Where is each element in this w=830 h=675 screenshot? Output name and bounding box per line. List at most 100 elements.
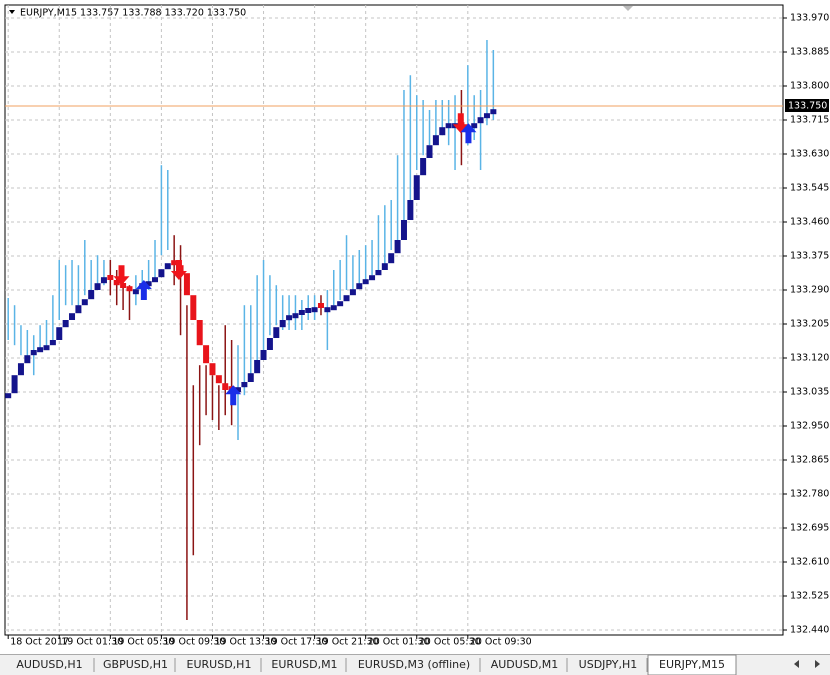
- trend-bar: [471, 123, 478, 129]
- trend-bar: [56, 327, 63, 340]
- trend-bar: [407, 200, 414, 220]
- trend-bar: [24, 355, 31, 364]
- trend-bar: [413, 175, 420, 200]
- trend-bar: [483, 113, 490, 119]
- trend-bar: [132, 289, 139, 295]
- y-tick-label: 133.290: [790, 285, 829, 296]
- y-tick-label: 133.885: [790, 47, 829, 58]
- trend-bar: [30, 350, 37, 356]
- tab[interactable]: AUDUSD,M1: [491, 658, 559, 671]
- tab[interactable]: USDJPY,H1: [579, 658, 638, 671]
- trend-bar: [43, 345, 50, 351]
- y-tick-label: 133.970: [790, 13, 829, 24]
- trend-bar: [439, 127, 446, 136]
- trend-bar: [145, 281, 152, 287]
- trend-bar: [75, 305, 82, 314]
- trend-bar: [279, 320, 286, 328]
- trend-bar: [126, 286, 133, 292]
- trend-bar: [445, 123, 452, 129]
- trend-bar: [5, 393, 12, 399]
- x-tick-label: 19 Oct 17:30: [266, 637, 328, 648]
- sell-arrow: [113, 265, 130, 286]
- trend-bar: [158, 269, 165, 278]
- trend-bar: [164, 263, 171, 270]
- tab[interactable]: EURUSD,H1: [187, 658, 252, 671]
- trend-bar: [362, 279, 369, 285]
- y-tick-label: 133.545: [790, 183, 829, 194]
- trend-bar: [196, 320, 203, 346]
- header-text: EURJPY,M15 133.757 133.788 133.720 133.7…: [20, 8, 246, 19]
- y-tick-label: 132.950: [790, 421, 829, 432]
- trend-bar: [381, 263, 388, 270]
- y-tick-label: 133.800: [790, 81, 829, 92]
- tab[interactable]: AUDUSD,H1: [16, 658, 82, 671]
- active-tab: [647, 654, 737, 675]
- trend-bar: [273, 327, 280, 338]
- tab-scroll-right[interactable]: [815, 660, 820, 668]
- y-tick-label: 133.205: [790, 319, 829, 330]
- trend-bar: [305, 308, 312, 313]
- trend-bar: [215, 375, 222, 384]
- trend-bar: [171, 260, 178, 266]
- x-tick-label: 19 Oct 05:30: [112, 637, 174, 648]
- trend-bar: [254, 360, 261, 374]
- y-tick-label: 133.035: [790, 387, 829, 398]
- trend-bar: [241, 382, 248, 388]
- x-tick-label: 20 Oct 05:30: [419, 637, 481, 648]
- y-tick-label: 132.440: [790, 625, 829, 636]
- plot-frame: [4, 4, 784, 636]
- trend-bar: [113, 280, 120, 286]
- trend-bar: [298, 310, 305, 315]
- trend-bar: [120, 283, 127, 288]
- x-tick-label: 19 Oct 21:30: [317, 637, 379, 648]
- trend-bar: [37, 347, 44, 353]
- trend-bar: [324, 307, 331, 313]
- x-tick-label: 20 Oct 01:30: [368, 637, 430, 648]
- menu-icon[interactable]: [9, 10, 15, 14]
- y-tick-label: 132.610: [790, 557, 829, 568]
- y-tick-label: 132.525: [790, 591, 829, 602]
- tab-scroll-left[interactable]: [794, 660, 799, 668]
- tab[interactable]: EURUSD,M1: [271, 658, 337, 671]
- trend-bar: [477, 117, 484, 124]
- tab[interactable]: EURUSD,M3 (offline): [358, 658, 470, 671]
- y-tick-label: 132.780: [790, 489, 829, 500]
- sell-arrow: [170, 260, 187, 280]
- x-tick-label: 20 Oct 09:30: [470, 637, 532, 648]
- y-tick-label: 133.120: [790, 353, 829, 364]
- trend-bar: [426, 145, 433, 158]
- trend-bar: [388, 253, 395, 264]
- trend-bar: [247, 373, 254, 382]
- trend-bar: [432, 135, 439, 146]
- trend-bar: [235, 387, 242, 393]
- trend-bar: [337, 301, 344, 307]
- x-tick-label: 18 Oct 2017: [10, 637, 69, 648]
- trend-bar: [369, 275, 376, 281]
- trend-bar: [62, 320, 69, 328]
- price-label-box: [785, 99, 829, 112]
- trend-bar: [203, 345, 210, 364]
- tab[interactable]: EURJPY,M15: [659, 658, 725, 671]
- y-tick-label: 132.865: [790, 455, 829, 466]
- scroll-marker: [623, 6, 633, 11]
- y-tick-label: 133.375: [790, 251, 829, 262]
- x-tick-label: 19 Oct 01:30: [61, 637, 123, 648]
- y-tick-label: 133.460: [790, 217, 829, 228]
- buy-arrow: [225, 385, 242, 406]
- trend-bar: [356, 283, 363, 290]
- trend-bar: [152, 277, 159, 283]
- tab[interactable]: GBPUSD,H1: [103, 658, 168, 671]
- trend-bar: [69, 313, 76, 320]
- trend-bar: [400, 220, 407, 240]
- trend-bar: [343, 295, 350, 302]
- trend-bar: [375, 270, 382, 276]
- trend-bar: [349, 289, 356, 296]
- trend-bar: [490, 109, 497, 115]
- trend-bar: [292, 313, 299, 319]
- trend-bar: [11, 375, 18, 394]
- trend-bar: [88, 290, 95, 300]
- buy-arrow: [135, 280, 152, 300]
- y-tick-label: 133.630: [790, 149, 829, 160]
- buy-arrow: [460, 123, 477, 144]
